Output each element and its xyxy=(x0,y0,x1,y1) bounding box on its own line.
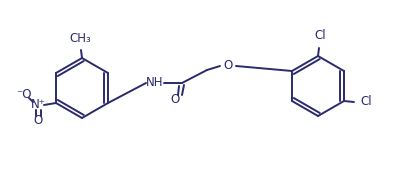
Text: ⁻O: ⁻O xyxy=(16,89,32,102)
Text: O: O xyxy=(33,115,43,127)
Text: N⁺: N⁺ xyxy=(30,99,45,112)
Text: Cl: Cl xyxy=(359,96,371,108)
Text: O: O xyxy=(223,59,232,73)
Text: CH₃: CH₃ xyxy=(69,32,91,45)
Text: O: O xyxy=(170,93,179,106)
Text: Cl: Cl xyxy=(314,29,325,42)
Text: NH: NH xyxy=(146,77,163,90)
